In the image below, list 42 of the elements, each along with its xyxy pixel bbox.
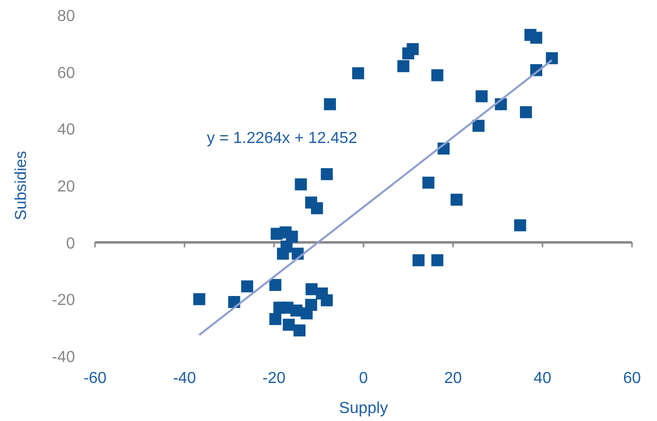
point <box>269 278 282 291</box>
x-axis-title: Supply <box>339 400 388 417</box>
x-tick-label: 0 <box>359 370 368 387</box>
point <box>450 194 463 206</box>
x-tick-label: -40 <box>172 370 196 387</box>
point <box>282 318 295 331</box>
y-tick-label: -20 <box>52 292 76 310</box>
point <box>397 60 410 72</box>
point <box>305 298 318 311</box>
point <box>514 219 526 232</box>
annotation: y = 1.2264x + 12.452 <box>206 130 358 147</box>
y-axis-title: Subsidies <box>13 150 30 220</box>
point <box>294 178 307 190</box>
point <box>320 168 333 180</box>
x-tick-label: -20 <box>262 370 286 387</box>
y-tick-label: 40 <box>57 122 76 139</box>
point <box>431 69 444 82</box>
point <box>294 324 306 336</box>
point <box>193 293 206 306</box>
point <box>324 98 336 110</box>
point <box>476 90 488 102</box>
x-tick-label: 20 <box>444 370 462 387</box>
point <box>422 176 434 189</box>
point <box>431 254 444 266</box>
point <box>546 52 558 64</box>
point <box>412 254 425 266</box>
point <box>530 32 542 44</box>
y-tick-label: 0 <box>66 235 76 252</box>
y-tick-label: 80 <box>57 8 76 25</box>
point <box>352 67 364 80</box>
point <box>320 294 333 306</box>
y-tick-label: 20 <box>57 178 76 196</box>
x-tick-label: -60 <box>83 370 107 387</box>
x-tick-label: 40 <box>534 370 552 387</box>
y-tick-label: 60 <box>57 64 76 82</box>
point <box>306 283 318 296</box>
point <box>269 313 282 326</box>
y-tick-label: -40 <box>52 349 76 366</box>
x-tick-label: 60 <box>623 370 641 387</box>
point <box>241 280 254 292</box>
point <box>520 106 532 118</box>
point <box>472 120 485 132</box>
